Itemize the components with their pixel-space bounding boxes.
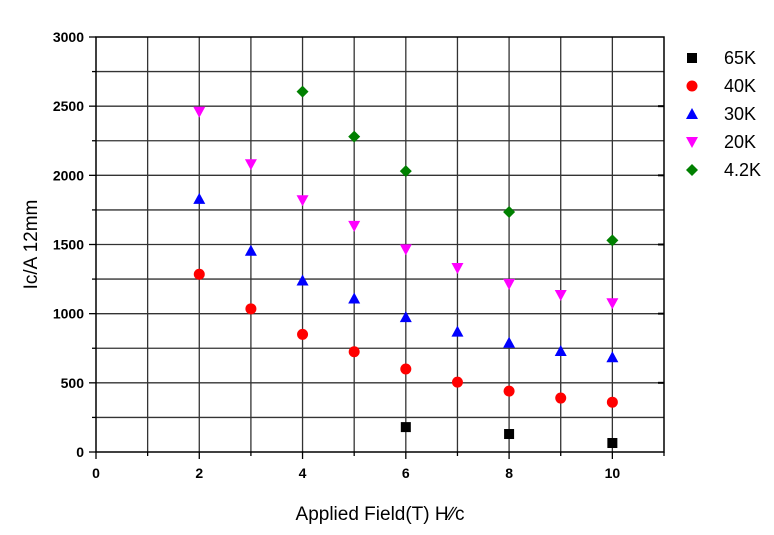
data-point	[451, 325, 464, 337]
series-30K	[193, 192, 619, 363]
series-40K	[193, 268, 618, 408]
data-point	[399, 311, 412, 323]
legend-item: 20K	[686, 132, 756, 152]
x-tick-labels: 0 2 4 6 8 10	[92, 465, 620, 481]
legend-marker	[686, 80, 698, 92]
x-axis-label: Applied Field(T) H∕∕c	[296, 504, 465, 525]
legend-marker	[686, 108, 698, 119]
legend-item: 65K	[687, 48, 756, 68]
data-point	[606, 234, 619, 247]
data-point	[399, 244, 412, 256]
data-point	[399, 165, 412, 178]
data-point	[348, 292, 361, 304]
legend-label: 30K	[724, 104, 756, 124]
data-point	[297, 328, 309, 340]
data-point	[296, 85, 309, 98]
legend: 65K 40K 30K 20K 4.2K	[686, 48, 761, 180]
y-tick-label: 2500	[53, 98, 84, 114]
data-point	[400, 363, 412, 375]
legend-marker	[686, 137, 698, 148]
series-4.2K	[296, 85, 619, 247]
data-point	[606, 396, 618, 408]
data-point	[504, 429, 515, 440]
x-tick-label: 2	[195, 465, 203, 481]
y-tick-label: 3000	[53, 29, 84, 45]
x-tick-label: 8	[505, 465, 513, 481]
data-point	[606, 351, 619, 363]
y-tick-label: 0	[76, 444, 84, 460]
data-point	[503, 336, 516, 348]
legend-marker	[686, 164, 698, 176]
legend-marker	[687, 53, 697, 63]
data-point	[193, 106, 206, 118]
legend-item: 4.2K	[686, 160, 761, 180]
data-point	[296, 195, 309, 207]
axis-ticks	[89, 36, 665, 459]
data-point	[451, 376, 463, 388]
data-point	[554, 345, 567, 357]
legend-label: 40K	[724, 76, 756, 96]
data-point	[245, 303, 257, 315]
data-point	[193, 192, 206, 204]
data-point	[193, 268, 205, 280]
data-point	[244, 159, 257, 171]
series-20K	[193, 106, 619, 310]
data-points	[193, 85, 619, 449]
data-point	[451, 263, 464, 275]
legend-item: 30K	[686, 104, 756, 124]
legend-label: 65K	[724, 48, 756, 68]
grid	[96, 37, 664, 452]
y-axis-label: Ic/A 12mm	[21, 200, 42, 290]
data-point	[503, 278, 516, 290]
data-point	[503, 385, 515, 397]
data-point	[503, 205, 516, 218]
x-tick-label: 4	[299, 465, 307, 481]
y-tick-labels: 0 500 1000 1500 2000 2500 3000	[53, 29, 84, 460]
data-point	[244, 244, 257, 256]
data-point	[554, 289, 567, 301]
data-point	[606, 298, 619, 310]
x-tick-label: 10	[605, 465, 621, 481]
y-tick-label: 500	[61, 375, 85, 391]
data-point	[348, 346, 360, 358]
data-point	[400, 422, 411, 433]
x-tick-label: 6	[402, 465, 410, 481]
y-tick-label: 2000	[53, 167, 84, 183]
legend-label: 4.2K	[724, 160, 761, 180]
legend-item: 40K	[686, 76, 756, 96]
y-tick-label: 1500	[53, 237, 84, 253]
data-point	[348, 220, 361, 232]
series-65K	[400, 422, 618, 449]
legend-label: 20K	[724, 132, 756, 152]
y-tick-label: 1000	[53, 306, 84, 322]
data-point	[607, 438, 618, 449]
data-point	[555, 392, 567, 404]
data-point	[348, 130, 361, 143]
data-point	[296, 274, 309, 286]
x-tick-label: 0	[92, 465, 100, 481]
